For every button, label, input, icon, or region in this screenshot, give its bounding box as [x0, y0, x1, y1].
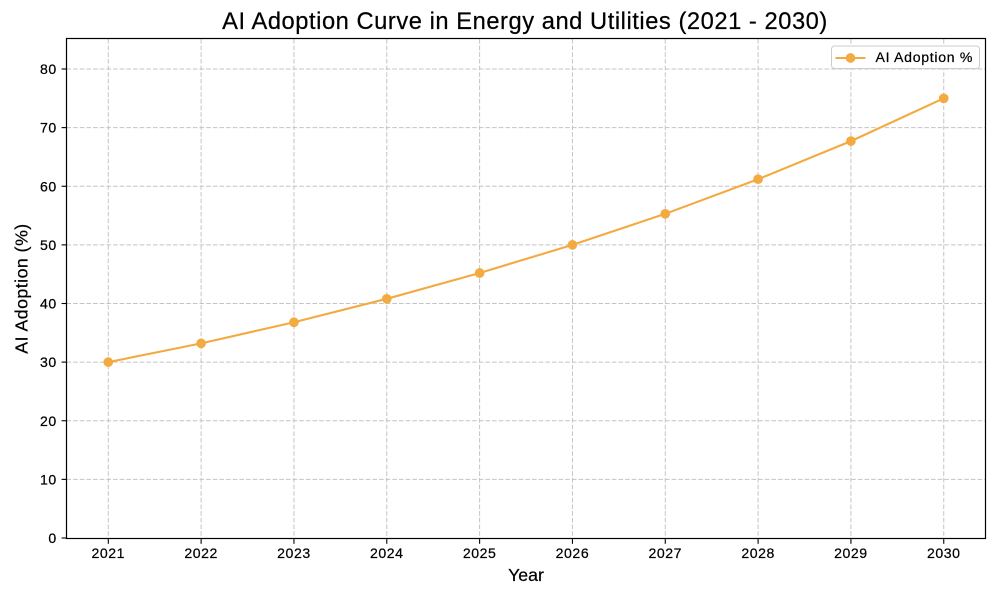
svg-text:2023: 2023	[277, 545, 311, 561]
svg-text:2024: 2024	[370, 545, 404, 561]
svg-text:2027: 2027	[648, 545, 682, 561]
svg-text:80: 80	[40, 61, 57, 77]
svg-text:2025: 2025	[463, 545, 497, 561]
svg-text:AI Adoption Curve in Energy an: AI Adoption Curve in Energy and Utilitie…	[222, 9, 828, 35]
svg-text:2029: 2029	[834, 545, 868, 561]
svg-text:50: 50	[40, 237, 57, 253]
svg-text:2028: 2028	[741, 545, 775, 561]
svg-text:Year: Year	[508, 565, 544, 585]
svg-text:2026: 2026	[556, 545, 590, 561]
svg-text:2021: 2021	[92, 545, 126, 561]
svg-text:20: 20	[40, 413, 57, 429]
svg-text:AI Adoption (%): AI Adoption (%)	[12, 223, 32, 353]
svg-text:AI Adoption %: AI Adoption %	[876, 49, 974, 65]
svg-text:10: 10	[40, 471, 57, 487]
svg-text:60: 60	[40, 178, 57, 194]
svg-text:30: 30	[40, 354, 57, 370]
svg-text:2030: 2030	[927, 545, 961, 561]
svg-text:0: 0	[48, 530, 56, 546]
svg-text:40: 40	[40, 296, 57, 312]
svg-text:2022: 2022	[184, 545, 218, 561]
svg-text:70: 70	[40, 120, 57, 136]
